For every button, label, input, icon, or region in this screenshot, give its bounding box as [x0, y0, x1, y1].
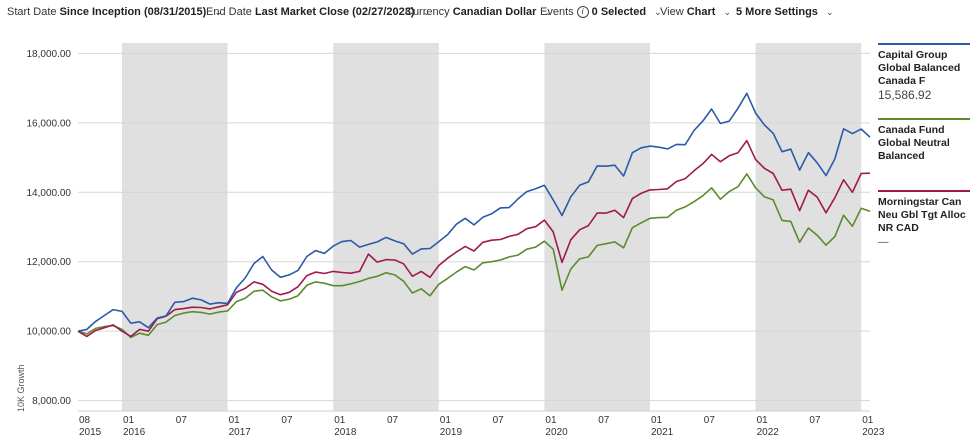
- events-dropdown[interactable]: Events i 0 Selected ⌄: [540, 6, 662, 18]
- x-tick-month: 01: [545, 415, 557, 426]
- x-tick-year: 2019: [440, 427, 463, 438]
- x-tick-month: 07: [598, 415, 610, 426]
- x-tick-year: 2023: [862, 427, 885, 438]
- shade-band-2022: [755, 43, 862, 411]
- series-lines: [77, 92, 871, 339]
- legend-value: —: [878, 236, 889, 248]
- x-tick-month: 08: [79, 415, 91, 426]
- series-line-1: [77, 173, 871, 339]
- legend-label: Capital Group Global Balanced Canada F: [878, 49, 961, 87]
- legend-swatch: [878, 43, 970, 45]
- x-tick-month: 01: [123, 415, 135, 426]
- year-shading-bands: [122, 43, 862, 411]
- end-date-dropdown[interactable]: End Date Last Market Close (02/27/2023) …: [206, 6, 430, 18]
- currency-value: Canadian Dollar: [452, 6, 537, 18]
- y-tick-label: 14,000.00: [27, 188, 72, 199]
- x-tick-year: 2015: [79, 427, 102, 438]
- start-date-value: Since Inception (08/31/2015): [59, 6, 207, 18]
- x-tick-month: 01: [757, 415, 769, 426]
- x-tick-month: 01: [229, 415, 241, 426]
- growth-line-chart[interactable]: 18,000.00 16,000.00 14,000.00 12,000.00 10,0…: [0, 24, 977, 440]
- x-tick-month: 01: [334, 415, 346, 426]
- x-tick-month: 07: [176, 415, 188, 426]
- legend-swatch: [878, 118, 970, 120]
- y-axis-label: 10K Growth: [16, 364, 26, 412]
- series-line-2: [77, 139, 871, 338]
- x-tick-year: 2016: [123, 427, 146, 438]
- y-tick-label: 12,000.00: [27, 257, 72, 268]
- chevron-down-icon: ⌄: [825, 7, 834, 17]
- shade-band-2018: [333, 43, 439, 411]
- y-tick-label: 8,000.00: [32, 396, 71, 407]
- settings-toolbar: Start Date Since Inception (08/31/2015) …: [0, 0, 977, 24]
- series-line-0: [77, 92, 871, 332]
- x-tick-year: 2020: [545, 427, 568, 438]
- x-tick-year: 2022: [757, 427, 780, 438]
- view-value: Chart: [686, 6, 716, 18]
- legend-swatch: [878, 190, 970, 192]
- x-tick-year: 2018: [334, 427, 357, 438]
- start-date-label: Start Date: [7, 6, 57, 18]
- more-settings-value: 5 More Settings: [736, 6, 818, 18]
- y-axis-tick-labels: 18,000.00 16,000.00 14,000.00 12,000.00 10,0…: [27, 49, 72, 407]
- end-date-value: Last Market Close (02/27/2023): [254, 6, 415, 18]
- x-tick-month: 07: [281, 415, 293, 426]
- y-tick-label: 16,000.00: [27, 118, 72, 129]
- end-date-label: End Date: [206, 6, 252, 18]
- currency-label: Currency: [405, 6, 450, 18]
- events-value: 0 Selected: [591, 6, 647, 18]
- chevron-down-icon: ⌄: [214, 7, 222, 17]
- view-label: View: [660, 6, 684, 18]
- chevron-down-icon: ⌄: [422, 7, 431, 17]
- chevron-down-icon: ⌄: [723, 7, 732, 17]
- x-tick-month: 01: [651, 415, 663, 426]
- chevron-down-icon: ⌄: [654, 7, 662, 17]
- x-tick-month: 07: [493, 415, 505, 426]
- x-tick-month: 01: [440, 415, 452, 426]
- x-tick-month: 07: [704, 415, 716, 426]
- x-tick-year: 2021: [651, 427, 674, 438]
- gridlines: [78, 52, 870, 412]
- x-tick-month: 07: [387, 415, 399, 426]
- info-icon[interactable]: i: [576, 6, 589, 18]
- start-date-dropdown[interactable]: Start Date Since Inception (08/31/2015) …: [7, 6, 222, 18]
- events-label: Events: [540, 6, 574, 18]
- legend-item-capital-group[interactable]: Capital Group Global Balanced Canada F 1…: [878, 43, 975, 102]
- legend-item-canada-fund[interactable]: Canada Fund Global Neutral Balanced: [878, 118, 975, 163]
- x-tick-month: 01: [862, 415, 874, 426]
- legend-label: Canada Fund Global Neutral Balanced: [878, 124, 950, 162]
- y-tick-label: 18,000.00: [27, 49, 72, 60]
- chevron-down-icon: ⌄: [544, 7, 553, 17]
- legend-value: 15,586.92: [878, 88, 932, 102]
- x-tick-month: 07: [809, 415, 821, 426]
- legend-label: Morningstar Can Neu Gbl Tgt Alloc NR CAD: [878, 196, 966, 234]
- y-tick-label: 10,000.00: [27, 327, 72, 338]
- more-settings-dropdown[interactable]: 5 More Settings ⌄: [736, 6, 834, 18]
- currency-dropdown[interactable]: Currency Canadian Dollar ⌄: [405, 6, 552, 18]
- legend-item-morningstar-index[interactable]: Morningstar Can Neu Gbl Tgt Alloc NR CAD…: [878, 190, 975, 249]
- shade-band-2016: [122, 43, 228, 411]
- x-tick-year: 2017: [229, 427, 252, 438]
- view-dropdown[interactable]: View Chart ⌄: [660, 6, 731, 18]
